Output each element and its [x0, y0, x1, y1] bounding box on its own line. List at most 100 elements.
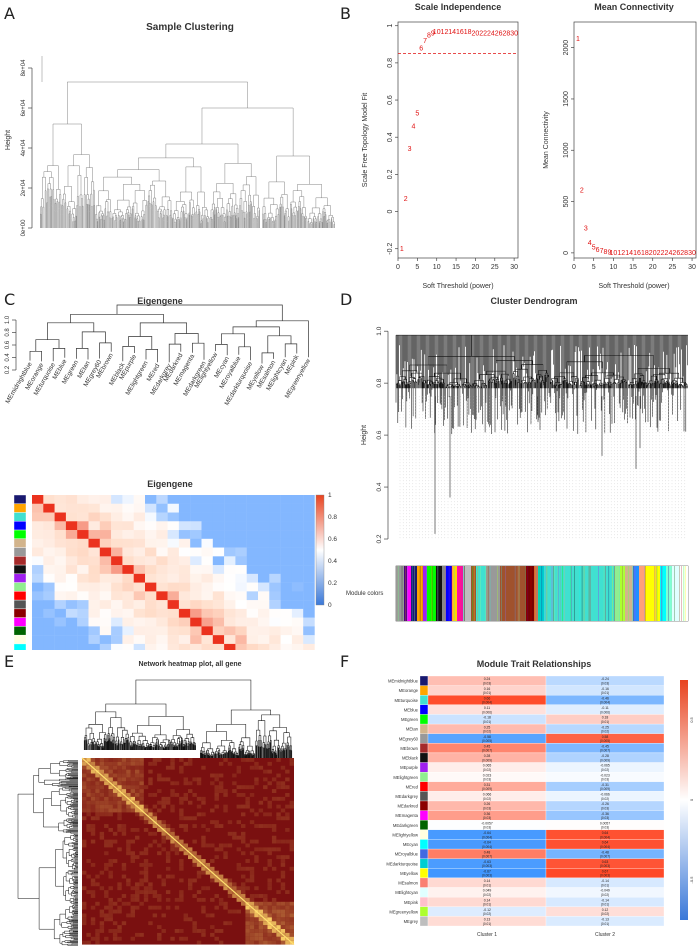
heatmap-cell: [133, 521, 146, 531]
heatmap-cell: [190, 591, 202, 601]
heatmap-cell: [90, 804, 96, 809]
heatmap-cell: [212, 582, 225, 592]
heatmap-cell: [285, 785, 290, 790]
heatmap-cell: [121, 781, 127, 786]
heatmap-cell: [43, 635, 55, 645]
correlation-value: 0.023: [483, 773, 492, 777]
heatmap-cell: [249, 940, 255, 945]
correlation-value: -0.0057: [481, 821, 493, 825]
heatmap-cell: [258, 765, 264, 770]
heatmap-cell: [108, 917, 113, 922]
legend-tick-label: -0.5: [689, 876, 694, 884]
heatmap-cell: [139, 870, 144, 875]
heatmap-cell: [249, 897, 255, 902]
heatmap-cell: [65, 600, 78, 610]
heatmap-cell: [271, 835, 277, 840]
heatmap-cell: [161, 796, 166, 801]
heatmap-cell: [88, 626, 100, 636]
p-value: (0.004): [600, 845, 610, 849]
heatmap-cell: [190, 530, 202, 539]
heatmap-cell: [167, 617, 180, 627]
eigengene-dendrogram: [29, 304, 309, 364]
heatmap-cell: [179, 808, 184, 813]
heatmap-cell: [117, 936, 122, 941]
correlation-value: 0.13: [484, 918, 491, 922]
panel-label-f: F: [340, 652, 350, 671]
heatmap-cell: [205, 827, 211, 832]
correlation-value: 0.67: [602, 870, 609, 874]
heatmap-cell: [165, 866, 171, 871]
module-color-swatch: [13, 512, 27, 522]
heatmap-cell: [121, 773, 127, 778]
heatmap-cell: [235, 512, 247, 522]
heatmap-cell: [280, 547, 293, 557]
heatmap-cell: [139, 816, 144, 821]
heatmap-cell: [258, 538, 270, 548]
module-color-segment: [625, 566, 633, 621]
heatmap-cell: [178, 556, 191, 566]
heatmap-cell: [214, 773, 219, 778]
heatmap-cell: [212, 573, 225, 583]
heatmap-cell: [54, 538, 67, 548]
heatmap-cell: [214, 796, 219, 801]
correlation-value: 0.049: [483, 889, 492, 893]
module-row-label: MEbrown: [400, 746, 418, 751]
heatmap-cell: [145, 591, 157, 601]
heatmap-cell: [236, 909, 241, 914]
heatmap-cell: [54, 547, 67, 557]
p-value: (0.01): [483, 883, 491, 887]
y-tick-label: 1: [387, 24, 394, 28]
heatmap-cell: [258, 617, 270, 627]
heatmap-cell: [126, 882, 131, 887]
heatmap-cell: [249, 925, 255, 930]
heatmap-cell: [126, 913, 131, 918]
heatmap-cell: [245, 905, 250, 910]
heatmap-cell: [303, 643, 315, 650]
heatmap-cell: [167, 538, 180, 548]
heatmap-cell: [32, 635, 44, 645]
heatmap-cell: [291, 538, 304, 548]
heatmap-cell: [276, 839, 281, 844]
heatmap-cell: [165, 800, 171, 805]
heatmap-cell: [190, 565, 202, 575]
heatmap-cell: [269, 503, 281, 513]
heatmap-cell: [135, 835, 140, 840]
heatmap-cell: [249, 901, 255, 906]
heatmap-cell: [212, 556, 225, 566]
heatmap-cell: [170, 839, 175, 844]
heatmap-cell: [145, 608, 157, 618]
heatmap-cell: [170, 789, 175, 793]
heatmap-cell: [285, 932, 290, 937]
heatmap-cell: [152, 758, 158, 762]
heatmap-cell: [267, 901, 272, 906]
heatmap-cell: [212, 495, 225, 504]
heatmap-cell: [167, 512, 180, 522]
heatmap-cell: [112, 921, 118, 926]
power-point: 2: [404, 196, 408, 203]
p-value: (0.01): [601, 720, 609, 724]
heatmap-cell: [86, 874, 91, 879]
heatmap-cell: [236, 792, 241, 797]
heatmap-cell: [135, 905, 140, 910]
heatmap-cell: [236, 785, 241, 790]
heatmap-cell: [161, 839, 166, 844]
heatmap-cell: [117, 769, 122, 774]
heatmap-cell: [245, 800, 250, 805]
module-color-stripe: [579, 566, 581, 621]
heatmap-cell: [148, 890, 153, 895]
heatmap-cell: [246, 591, 259, 601]
heatmap-cell: [291, 635, 304, 645]
heatmap-cell: [245, 843, 250, 848]
heatmap-cell: [108, 886, 113, 891]
legend-bar: [680, 680, 688, 920]
heatmap-cell: [205, 886, 211, 891]
module-color-stripe: [546, 566, 548, 621]
module-color-swatch: [13, 599, 27, 610]
heatmap-cell: [280, 905, 286, 910]
power-point: 30: [510, 31, 518, 38]
heatmap-cell: [165, 897, 171, 902]
heatmap-cell: [139, 901, 144, 906]
heatmap-cell: [82, 905, 87, 910]
heatmap-cell: [289, 936, 294, 941]
heatmap-cell: [145, 573, 157, 583]
